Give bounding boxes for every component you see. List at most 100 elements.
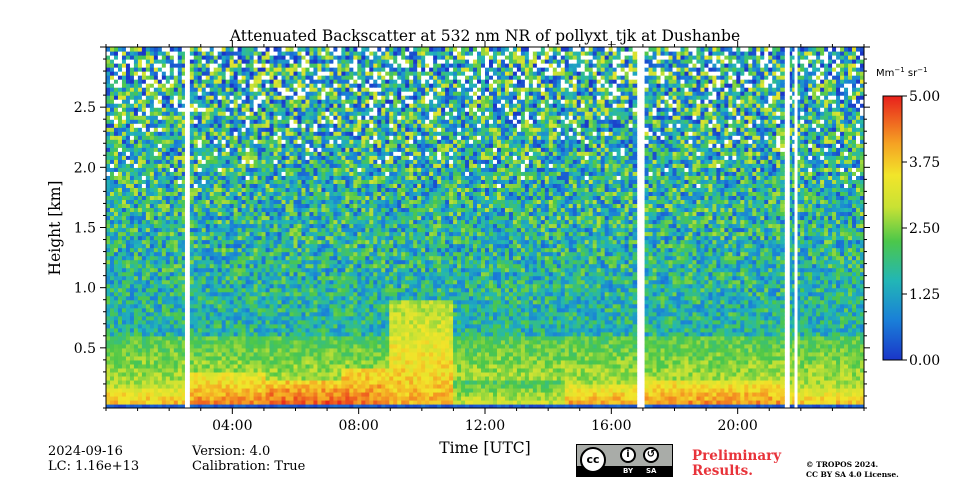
heatmap-cell bbox=[181, 207, 187, 213]
heatmap-cell bbox=[249, 323, 255, 329]
heatmap-cell bbox=[205, 207, 211, 213]
heatmap-cell bbox=[173, 255, 179, 261]
heatmap-cell bbox=[106, 403, 111, 408]
heatmap-cell bbox=[257, 391, 263, 397]
heatmap-cell bbox=[249, 79, 255, 84]
heatmap-cell bbox=[245, 271, 251, 277]
heatmap-cell bbox=[137, 375, 143, 381]
heatmap-cell bbox=[325, 299, 331, 305]
heatmap-cell bbox=[233, 391, 239, 397]
heatmap-cell bbox=[297, 71, 303, 76]
heatmap-cell bbox=[257, 303, 263, 309]
heatmap-cell bbox=[229, 255, 235, 261]
heatmap-cell bbox=[289, 323, 295, 329]
heatmap-cell bbox=[161, 283, 167, 289]
heatmap-cell bbox=[257, 267, 263, 273]
heatmap-cell bbox=[197, 183, 203, 188]
heatmap-cell bbox=[137, 355, 143, 361]
heatmap-cell bbox=[209, 195, 215, 201]
heatmap-cell bbox=[121, 271, 127, 277]
heatmap-cell bbox=[305, 243, 311, 249]
heatmap-cell bbox=[197, 343, 203, 349]
heatmap-cell bbox=[269, 119, 275, 124]
heatmap-cell bbox=[189, 211, 195, 217]
heatmap-cell bbox=[173, 99, 179, 104]
heatmap-cell bbox=[269, 311, 275, 317]
heatmap-cell bbox=[237, 347, 243, 353]
heatmap-cell bbox=[237, 59, 243, 64]
heatmap-cell bbox=[249, 303, 255, 309]
heatmap-cell bbox=[129, 71, 135, 76]
heatmap-cell bbox=[321, 199, 327, 205]
heatmap-cell bbox=[273, 243, 279, 249]
heatmap-cell bbox=[285, 55, 291, 60]
heatmap-cell bbox=[289, 191, 295, 197]
heatmap-cell bbox=[213, 191, 219, 197]
heatmap-cell bbox=[277, 55, 283, 60]
heatmap-cell bbox=[165, 395, 171, 401]
heatmap-cell bbox=[249, 199, 255, 205]
heatmap-cell bbox=[325, 351, 331, 357]
heatmap-cell bbox=[281, 199, 287, 205]
heatmap-cell bbox=[173, 175, 179, 180]
heatmap-cell bbox=[133, 371, 139, 377]
heatmap-cell bbox=[277, 203, 283, 209]
heatmap-cell bbox=[137, 339, 143, 345]
heatmap-cell bbox=[245, 307, 251, 313]
heatmap-cell bbox=[189, 275, 195, 281]
heatmap-cell bbox=[197, 327, 203, 333]
heatmap-cell bbox=[213, 291, 219, 297]
heatmap-cell bbox=[293, 179, 299, 184]
heatmap-cell bbox=[301, 331, 307, 337]
heatmap-cell bbox=[257, 363, 263, 369]
heatmap-cell bbox=[141, 103, 147, 108]
heatmap-cell bbox=[205, 279, 211, 285]
heatmap-cell bbox=[213, 123, 219, 128]
heatmap-cell bbox=[149, 255, 155, 261]
heatmap-cell bbox=[225, 87, 231, 92]
heatmap-cell bbox=[177, 275, 183, 281]
heatmap-cell bbox=[249, 171, 255, 176]
heatmap-cell bbox=[137, 115, 143, 120]
heatmap-cell bbox=[285, 343, 291, 349]
heatmap-cell bbox=[106, 71, 111, 76]
heatmap-cell bbox=[317, 231, 323, 237]
heatmap-cell bbox=[149, 91, 155, 96]
heatmap-cell bbox=[106, 115, 111, 120]
heatmap-cell bbox=[117, 351, 123, 357]
heatmap-cell bbox=[209, 243, 215, 249]
heatmap-cell bbox=[125, 159, 131, 164]
heatmap-cell bbox=[277, 367, 283, 373]
heatmap-cell bbox=[149, 79, 155, 84]
heatmap-cell bbox=[177, 315, 183, 321]
heatmap-cell bbox=[161, 99, 167, 104]
heatmap-cell bbox=[269, 363, 275, 369]
heatmap-cell bbox=[281, 219, 287, 225]
heatmap-cell bbox=[321, 311, 327, 317]
heatmap-cell bbox=[106, 395, 111, 401]
heatmap-cell bbox=[161, 59, 167, 64]
heatmap-cell bbox=[113, 311, 119, 317]
heatmap-cell bbox=[317, 223, 323, 229]
heatmap-cell bbox=[281, 155, 287, 160]
heatmap-cell bbox=[129, 271, 135, 277]
heatmap-cell bbox=[265, 251, 271, 257]
heatmap-cell bbox=[305, 263, 311, 269]
heatmap-cell bbox=[233, 375, 239, 381]
heatmap-cell bbox=[277, 215, 283, 221]
heatmap-cell bbox=[217, 343, 223, 349]
heatmap-cell bbox=[149, 239, 155, 245]
heatmap-cell bbox=[205, 219, 211, 225]
heatmap-cell bbox=[273, 351, 279, 357]
heatmap-cell bbox=[165, 275, 171, 281]
heatmap-cell bbox=[209, 87, 215, 92]
heatmap-cell bbox=[161, 223, 167, 229]
heatmap-cell bbox=[197, 107, 203, 112]
heatmap-cell bbox=[285, 391, 291, 397]
heatmap-cell bbox=[285, 255, 291, 261]
heatmap-cell bbox=[329, 371, 334, 377]
heatmap-cell bbox=[209, 367, 215, 373]
heatmap-cell bbox=[165, 363, 171, 369]
heatmap-cell bbox=[193, 167, 199, 172]
heatmap-cell bbox=[249, 271, 255, 277]
